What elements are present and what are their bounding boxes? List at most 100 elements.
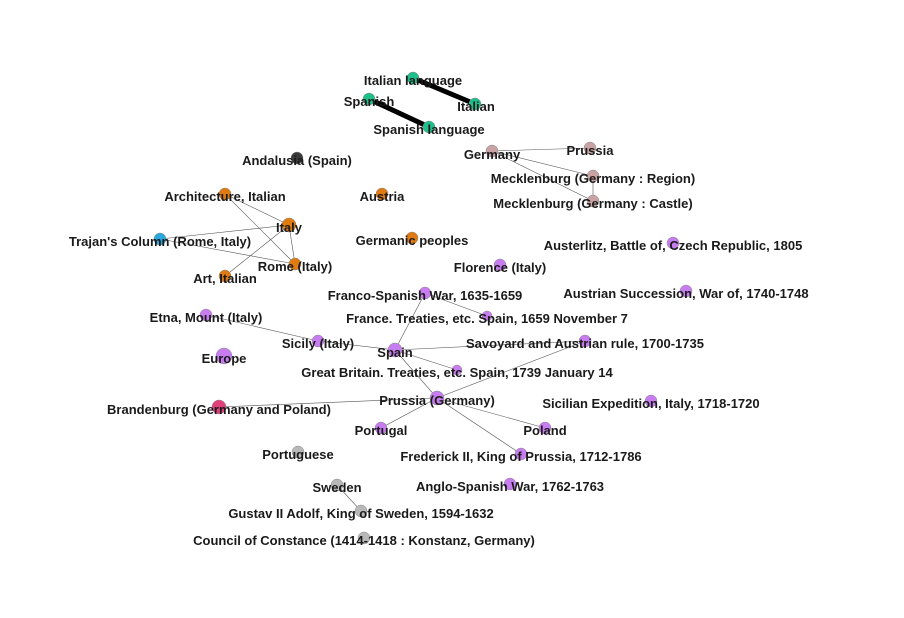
edge-italian_language-italian [412,75,476,107]
node-label-rome_italy: Rome (Italy) [258,259,332,274]
node-label-gb_treaties_spain: Great Britain. Treaties, etc. Spain, 173… [301,365,613,380]
node-label-sicily: Sicily (Italy) [282,336,354,351]
node-spanish_language [422,120,436,134]
node-label-andalusia: Andalusia (Spain) [242,153,352,168]
edge-prussia_germany-brandenburg [218,397,438,408]
node-italian [468,97,482,111]
edge-sicily-spain [317,340,396,351]
edge-franco_spanish_war-france_treaties_spain [424,292,488,317]
edge-spain-savoyard_austrian [394,340,586,351]
node-italy [281,217,297,233]
node-label-gustav_ii: Gustav II Adolf, King of Sweden, 1594-16… [228,506,493,521]
node-label-europe: Europe [202,351,247,366]
edge-italy-trajans_column [159,224,290,240]
node-spanish [362,92,376,106]
node-label-frederick_ii: Frederick II, King of Prussia, 1712-1786 [400,449,641,464]
node-label-brandenburg: Brandenburg (Germany and Poland) [107,402,331,417]
node-sweden [330,478,344,492]
node-layer [153,71,693,545]
node-germanic_peoples [405,231,419,245]
node-spain [387,342,403,358]
edge-germany-mecklenburg_region [491,150,594,177]
edge-spanish-spanish_language [367,96,431,130]
edge-prussia_germany-savoyard_austrian [436,340,586,399]
node-label-italian: Italian [457,99,495,114]
node-trajans_column [153,232,167,246]
node-label-council_constance: Council of Constance (1414-1418 : Konsta… [193,533,535,548]
node-architecture_italian [218,187,232,201]
edge-prussia_germany-portugal [380,397,438,429]
node-prussia_germany [429,390,445,406]
node-label-sweden: Sweden [312,480,361,495]
edge-prussia_germany-frederick_ii [436,397,522,455]
node-sicily [311,334,325,348]
node-label-italy: Italy [276,220,303,235]
edge-italy-art_italian [224,224,290,277]
node-mecklenburg_region [586,169,600,183]
node-label-sicilian_expedition: Sicilian Expedition, Italy, 1718-1720 [542,396,759,411]
edge-architecture_italian-italy [224,193,290,226]
node-prussia [583,141,597,155]
edge-prussia_germany-poland [436,397,546,429]
node-florence [493,258,507,272]
node-art_italian [218,269,232,283]
edge-layer [159,75,594,512]
node-sicilian_expedition [644,394,658,408]
node-savoyard_austrian [578,334,592,348]
node-rome_italy [288,257,302,271]
label-layer: Italian language Italian Spanish Spanish la… [69,73,809,548]
node-anglo_spanish_war [503,477,517,491]
node-label-spanish_language: Spanish language [373,122,484,137]
node-label-franco_spanish_war: Franco-Spanish War, 1635-1659 [328,288,523,303]
edge-spain-gb_treaties_spain [394,349,458,371]
node-label-france_treaties_spain: France. Treaties, etc. Spain, 1659 Novem… [346,311,628,326]
node-label-mecklenburg_castle: Mecklenburg (Germany : Castle) [493,196,692,211]
node-label-etna: Etna, Mount (Italy) [150,310,263,325]
edge-germany-mecklenburg_castle [491,150,594,202]
node-austria [375,187,389,201]
node-andalusia [290,151,304,165]
node-europe [215,347,233,365]
node-mecklenburg_castle [586,194,600,208]
edge-spain-prussia_germany [394,349,438,399]
node-franco_spanish_war [418,286,432,300]
node-label-spanish: Spanish [344,94,395,109]
edge-germany-prussia [491,147,591,152]
node-austerlitz [666,236,680,250]
node-brandenburg [211,399,227,415]
edge-spain-franco_spanish_war [394,292,426,351]
node-gustav_ii [354,504,368,518]
node-label-portugal: Portugal [355,423,408,438]
node-label-prussia_germany: Prussia (Germany) [379,393,495,408]
node-poland [538,421,552,435]
edge-etna-sicily [205,314,319,342]
node-label-anglo_spanish_war: Anglo-Spanish War, 1762-1763 [416,479,604,494]
node-label-germany: Germany [464,147,521,162]
node-label-art_italian: Art, Italian [193,271,257,286]
node-label-portuguese: Portuguese [262,447,334,462]
node-label-spain: Spain [377,345,412,360]
node-france_treaties_spain [481,310,493,322]
node-austrian_succession [679,284,693,298]
node-portugal [374,421,388,435]
node-label-poland: Poland [523,423,566,438]
edge-trajans_column-rome_italy [159,238,296,265]
node-portuguese [291,445,305,459]
node-council_constance [357,531,371,545]
node-frederick_ii [514,447,528,461]
node-label-mecklenburg_region: Mecklenburg (Germany : Region) [491,171,695,186]
node-label-austria: Austria [360,189,406,204]
node-label-trajans_column: Trajan's Column (Rome, Italy) [69,234,251,249]
node-label-germanic_peoples: Germanic peoples [356,233,469,248]
node-gb_treaties_spain [451,364,463,376]
node-label-austerlitz: Austerlitz, Battle of, Czech Republic, 1… [544,238,803,253]
node-label-prussia: Prussia [567,143,615,158]
node-label-florence: Florence (Italy) [454,260,546,275]
node-etna [199,308,213,322]
node-label-savoyard_austrian: Savoyard and Austrian rule, 1700-1735 [466,336,704,351]
node-label-austrian_succession: Austrian Succession, War of, 1740-1748 [563,286,808,301]
node-label-italian_language: Italian language [364,73,462,88]
edge-architecture_italian-rome_italy [224,193,296,265]
